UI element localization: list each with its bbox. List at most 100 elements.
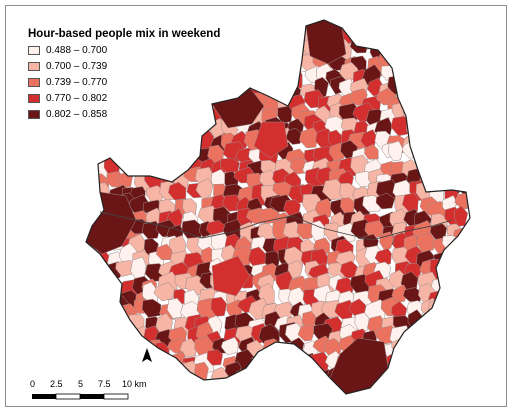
district-polygon [262, 377, 279, 394]
district-polygon [237, 51, 254, 71]
district-polygon [407, 335, 427, 358]
district-polygon [170, 142, 186, 165]
district-polygon [119, 131, 137, 154]
legend-swatch [28, 77, 40, 87]
district-polygon [459, 391, 470, 394]
legend-swatch [28, 61, 40, 71]
district-polygon [94, 316, 116, 336]
district-polygon [284, 29, 306, 53]
district-polygon [379, 231, 394, 251]
district-polygon [220, 393, 241, 394]
district-polygon [416, 20, 437, 35]
district-polygon [391, 395, 409, 406]
district-polygon [445, 20, 465, 32]
district-polygon [467, 391, 470, 394]
district-polygon [174, 374, 194, 394]
district-polygon [415, 106, 430, 126]
district-polygon [337, 395, 355, 406]
district-polygon [86, 208, 95, 227]
district-polygon [154, 130, 176, 149]
district-polygon [414, 326, 434, 348]
district-polygon [457, 326, 470, 348]
district-polygon [235, 20, 254, 28]
district-polygon [420, 154, 438, 174]
district-polygon [116, 328, 135, 346]
district-polygon [392, 38, 415, 56]
district-polygon [237, 66, 251, 87]
district-polygon [86, 249, 101, 269]
district-polygon [466, 357, 470, 376]
district-polygon [195, 178, 214, 200]
district-polygon [442, 145, 459, 165]
legend-label: 0.700 – 0.739 [46, 60, 108, 72]
district-polygon [89, 249, 111, 271]
district-polygon [426, 339, 447, 362]
district-polygon [405, 50, 421, 75]
legend-item: 0.700 – 0.739 [28, 59, 220, 73]
district-polygon [428, 169, 445, 186]
district-polygon [426, 115, 447, 137]
district-polygon [285, 322, 303, 342]
legend-item: 0.739 – 0.770 [28, 75, 220, 89]
district-polygon [90, 271, 105, 293]
district-polygon [445, 299, 465, 320]
district-polygon [206, 349, 223, 366]
district-polygon [404, 368, 423, 386]
district-polygon [466, 249, 470, 272]
district-polygon [130, 142, 151, 162]
district-polygon [270, 43, 286, 66]
district-polygon [441, 126, 458, 152]
district-polygon [420, 389, 441, 394]
district-polygon [465, 194, 470, 215]
district-polygon [182, 198, 197, 217]
river [99, 211, 453, 241]
district-polygon [429, 393, 447, 394]
district-polygon [406, 327, 423, 345]
district-polygon [426, 325, 443, 342]
district-polygon [253, 121, 289, 159]
district-polygon [91, 323, 106, 343]
district-polygon [441, 348, 460, 370]
district-polygon [453, 104, 470, 126]
district-polygon [310, 391, 332, 394]
district-polygon [233, 23, 254, 41]
district-polygon [208, 380, 223, 394]
district-polygon [446, 363, 467, 382]
district-polygon [247, 382, 264, 394]
district-polygon [343, 20, 358, 32]
district-polygon [381, 379, 397, 394]
legend-item: 0.488 – 0.700 [28, 43, 220, 57]
district-polygon [187, 378, 207, 394]
district-polygon [355, 20, 373, 35]
legend-label: 0.488 – 0.700 [46, 44, 108, 56]
district-polygon [86, 297, 97, 319]
district-polygon [250, 393, 270, 394]
district-polygon [452, 53, 470, 72]
district-polygon [472, 271, 489, 293]
district-polygon [352, 389, 367, 394]
district-polygon [433, 24, 451, 40]
district-polygon [210, 296, 227, 317]
district-polygon [103, 122, 125, 140]
district-polygon [468, 325, 470, 344]
district-polygon [349, 36, 369, 54]
district-polygon [414, 351, 432, 373]
district-polygon [155, 153, 172, 176]
district-polygon [121, 140, 142, 159]
district-polygon [86, 138, 95, 161]
district-polygon [416, 379, 437, 394]
district-polygon [296, 380, 318, 394]
district-polygon [459, 264, 470, 285]
district-polygon [159, 362, 179, 381]
scale-tick-1: 2.5 [50, 379, 63, 389]
district-polygon [473, 259, 493, 278]
district-polygon [145, 142, 165, 161]
district-polygon [91, 132, 112, 153]
legend-swatch [28, 93, 40, 103]
district-polygon [90, 351, 108, 371]
district-polygon [287, 260, 303, 279]
district-polygon [247, 45, 264, 64]
district-polygon [86, 337, 95, 361]
legend-label: 0.739 – 0.770 [46, 76, 108, 88]
district-polygon [414, 135, 434, 154]
